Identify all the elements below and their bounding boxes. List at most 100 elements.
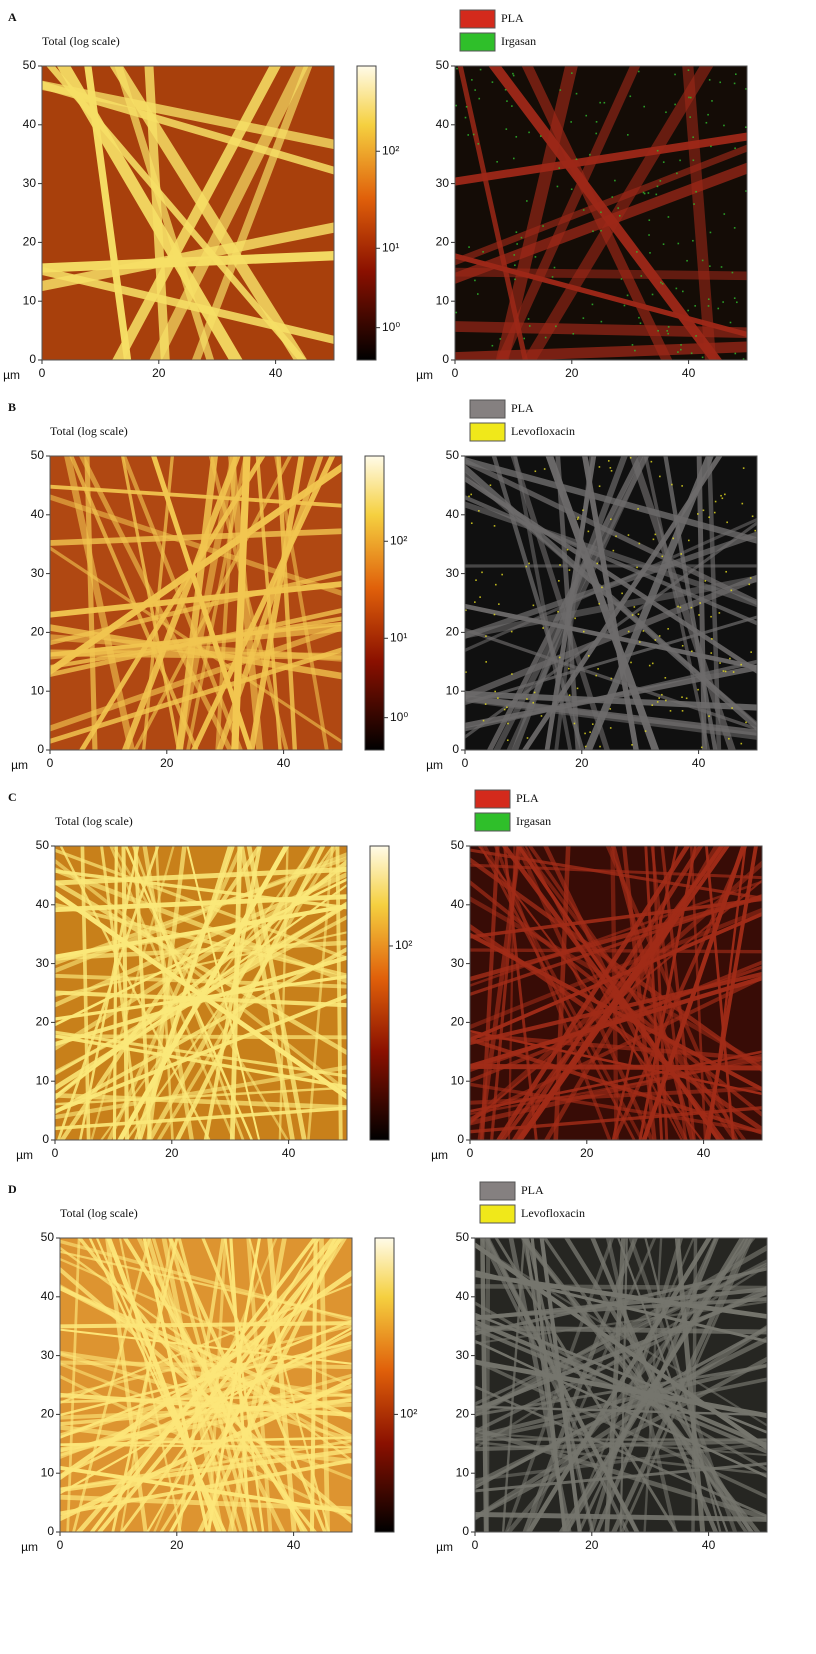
y-tick-label: 20 (41, 1407, 55, 1421)
signal-dot (704, 580, 707, 582)
fiber (588, 1238, 684, 1532)
y-tick-label: 0 (42, 1132, 49, 1146)
fiber (55, 904, 347, 959)
signal-dot (689, 116, 691, 118)
signal-dot (482, 251, 484, 253)
signal-dot (468, 495, 470, 498)
y-tick-label: 40 (23, 117, 37, 131)
signal-dot (691, 650, 693, 653)
fiber (55, 1034, 347, 1089)
fiber (72, 1238, 152, 1532)
fiber (470, 948, 762, 954)
y-tick-label: 40 (456, 1289, 470, 1303)
signal-dot (693, 203, 695, 205)
signal-dot (664, 676, 667, 679)
signal-dot (614, 179, 616, 182)
fiber (465, 627, 757, 731)
x-tick-label: 0 (39, 366, 46, 380)
signal-dot (662, 243, 665, 245)
signal-dot (534, 470, 537, 473)
signal-dot (682, 290, 684, 293)
signal-dot (638, 316, 640, 319)
signal-dot (595, 132, 598, 135)
fiber (105, 1238, 148, 1532)
image (60, 1238, 352, 1532)
signal-dot (723, 124, 725, 127)
signal-dot (672, 537, 675, 540)
panel-label: D (8, 1182, 17, 1196)
fiber (475, 1326, 767, 1454)
signal-dot (570, 121, 572, 123)
signal-dot (511, 105, 513, 107)
colorbar-tick-label: 10¹ (390, 630, 407, 644)
signal-dot (650, 460, 653, 463)
signal-dot (591, 303, 594, 306)
signal-dot (609, 467, 612, 469)
signal-dot (640, 275, 643, 277)
fiber (75, 1238, 337, 1532)
signal-dot (722, 301, 724, 303)
signal-dot (677, 605, 679, 608)
fiber (475, 1363, 767, 1439)
fiber (475, 1319, 767, 1448)
signal-dot (680, 348, 682, 351)
signal-dot (643, 105, 646, 108)
y-tick-label: 20 (456, 1407, 470, 1421)
signal-dot (661, 555, 664, 558)
signal-dot (501, 573, 503, 576)
signal-dot (708, 715, 710, 717)
signal-dot (647, 192, 650, 194)
x-tick-label: 20 (160, 756, 174, 770)
signal-dot (588, 655, 590, 657)
signal-dot (478, 510, 480, 512)
signal-dot (512, 74, 515, 77)
signal-dot (455, 311, 458, 314)
signal-dot (465, 105, 468, 108)
y-tick-label: 0 (29, 352, 36, 366)
legend-label: Levofloxacin (521, 1206, 585, 1220)
signal-dot (730, 589, 733, 592)
signal-dot (558, 656, 561, 659)
signal-dot (655, 193, 658, 196)
fiber (50, 649, 342, 660)
y-tick-label: 50 (436, 58, 450, 72)
image (55, 846, 347, 1140)
signal-dot (734, 73, 737, 76)
signal-dot (681, 644, 684, 647)
fiber (112, 846, 118, 1140)
fiber (55, 1034, 347, 1040)
signal-dot (720, 494, 722, 497)
signal-dot (551, 276, 554, 278)
signal-dot (644, 730, 647, 732)
fiber (109, 846, 236, 1140)
signal-dot (732, 671, 735, 673)
signal-dot (681, 710, 684, 712)
signal-dot (609, 727, 612, 729)
signal-dot (476, 293, 479, 295)
legend-swatch (479, 1181, 516, 1201)
legend-label: PLA (501, 11, 524, 25)
frame (54, 845, 348, 1141)
fiber (470, 1106, 762, 1134)
signal-dot (610, 518, 612, 521)
signal-dot (526, 737, 529, 739)
signal-dot (557, 610, 559, 613)
panel-title: Total (log scale) (50, 424, 128, 438)
signal-dot (637, 508, 639, 510)
signal-dot (710, 652, 713, 654)
signal-dot (661, 693, 663, 696)
signal-dot (745, 126, 747, 129)
fiber (50, 484, 342, 508)
signal-dot (507, 722, 509, 725)
signal-dot (493, 613, 496, 616)
fiber (84, 66, 132, 360)
signal-dot (679, 606, 682, 609)
signal-dot (681, 696, 683, 698)
signal-dot (506, 706, 508, 709)
axis-unit: µm (436, 1540, 453, 1554)
signal-dot (656, 701, 659, 703)
signal-dot (652, 538, 655, 541)
signal-dot (636, 251, 638, 253)
fiber (525, 1238, 657, 1532)
